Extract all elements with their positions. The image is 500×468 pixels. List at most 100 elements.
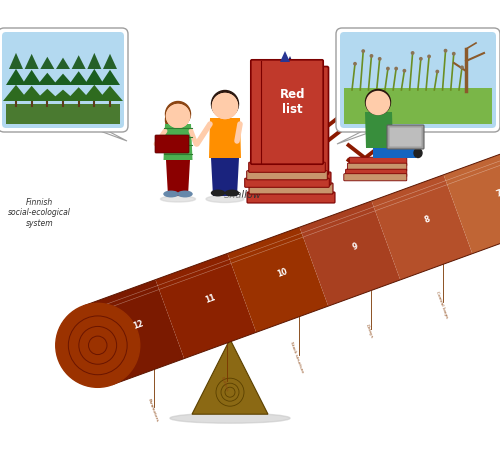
Polygon shape <box>100 70 120 85</box>
Polygon shape <box>68 71 88 85</box>
Circle shape <box>362 50 364 52</box>
Ellipse shape <box>170 413 290 423</box>
Text: 10: 10 <box>276 267 289 279</box>
FancyBboxPatch shape <box>155 135 189 153</box>
FancyBboxPatch shape <box>2 32 124 128</box>
Circle shape <box>412 52 414 54</box>
Polygon shape <box>365 112 393 148</box>
FancyBboxPatch shape <box>244 178 330 187</box>
Polygon shape <box>18 86 44 101</box>
Polygon shape <box>9 53 23 69</box>
Polygon shape <box>84 69 104 85</box>
FancyBboxPatch shape <box>246 171 328 180</box>
Circle shape <box>166 104 190 127</box>
Circle shape <box>428 55 430 58</box>
Polygon shape <box>53 73 73 85</box>
FancyBboxPatch shape <box>349 157 407 166</box>
Polygon shape <box>40 57 54 69</box>
Polygon shape <box>22 70 42 85</box>
Circle shape <box>452 52 455 55</box>
Text: 8: 8 <box>423 215 431 225</box>
FancyBboxPatch shape <box>387 125 424 149</box>
Circle shape <box>166 104 190 127</box>
Polygon shape <box>97 86 123 101</box>
Polygon shape <box>156 253 256 358</box>
Text: Finnish
social-ecological
system: Finnish social-ecological system <box>8 198 71 228</box>
Text: Stock structure: Stock structure <box>290 341 304 374</box>
Polygon shape <box>280 51 290 62</box>
Polygon shape <box>66 87 92 101</box>
Polygon shape <box>211 158 239 196</box>
Text: 11: 11 <box>204 293 217 305</box>
Polygon shape <box>166 160 190 196</box>
FancyBboxPatch shape <box>251 172 331 185</box>
Text: Control loops: Control loops <box>434 291 448 319</box>
Circle shape <box>395 67 398 70</box>
FancyBboxPatch shape <box>344 174 407 181</box>
Circle shape <box>436 70 438 73</box>
FancyBboxPatch shape <box>254 66 328 175</box>
FancyBboxPatch shape <box>0 28 128 132</box>
Polygon shape <box>285 56 295 68</box>
Polygon shape <box>103 54 117 69</box>
Circle shape <box>420 58 422 60</box>
Polygon shape <box>24 54 38 69</box>
Polygon shape <box>86 126 127 141</box>
Polygon shape <box>82 85 108 101</box>
Text: Shallow: Shallow <box>224 190 262 200</box>
Text: 7: 7 <box>495 189 500 199</box>
Circle shape <box>166 102 190 126</box>
Circle shape <box>212 90 238 117</box>
Circle shape <box>366 89 390 115</box>
FancyBboxPatch shape <box>248 162 326 172</box>
Ellipse shape <box>414 148 422 158</box>
Text: Delays: Delays <box>364 324 374 339</box>
Circle shape <box>444 50 446 52</box>
FancyBboxPatch shape <box>346 169 407 177</box>
Circle shape <box>354 63 356 65</box>
Circle shape <box>378 58 381 60</box>
Ellipse shape <box>212 190 224 196</box>
Polygon shape <box>38 73 58 85</box>
Polygon shape <box>84 280 184 385</box>
Text: Red
list: Red list <box>280 88 305 116</box>
Circle shape <box>461 66 463 68</box>
Polygon shape <box>192 339 268 414</box>
Polygon shape <box>228 227 328 332</box>
Polygon shape <box>444 148 500 254</box>
Ellipse shape <box>206 196 244 203</box>
Polygon shape <box>72 55 86 69</box>
Circle shape <box>386 67 389 70</box>
FancyBboxPatch shape <box>249 183 333 194</box>
Polygon shape <box>34 89 60 101</box>
Polygon shape <box>50 89 76 101</box>
Text: Parameters: Parameters <box>146 398 158 423</box>
Polygon shape <box>3 85 29 101</box>
Polygon shape <box>344 88 492 124</box>
Text: Red
list: Red list <box>284 95 310 121</box>
FancyBboxPatch shape <box>348 163 407 171</box>
Circle shape <box>212 94 238 118</box>
Circle shape <box>366 92 390 115</box>
FancyBboxPatch shape <box>336 28 500 132</box>
Circle shape <box>56 303 140 388</box>
FancyBboxPatch shape <box>340 32 496 128</box>
FancyBboxPatch shape <box>247 192 335 203</box>
FancyBboxPatch shape <box>390 127 422 146</box>
Ellipse shape <box>164 191 178 197</box>
Polygon shape <box>6 69 26 85</box>
Circle shape <box>403 70 406 72</box>
Polygon shape <box>56 58 70 69</box>
Circle shape <box>212 94 238 118</box>
Polygon shape <box>337 126 388 144</box>
Ellipse shape <box>178 191 192 197</box>
Polygon shape <box>209 118 241 158</box>
Ellipse shape <box>160 196 196 202</box>
Polygon shape <box>373 148 418 158</box>
Ellipse shape <box>226 190 238 196</box>
Polygon shape <box>164 124 192 160</box>
Ellipse shape <box>166 113 172 127</box>
Text: 12: 12 <box>132 319 145 331</box>
Polygon shape <box>372 175 472 280</box>
Polygon shape <box>6 104 120 124</box>
